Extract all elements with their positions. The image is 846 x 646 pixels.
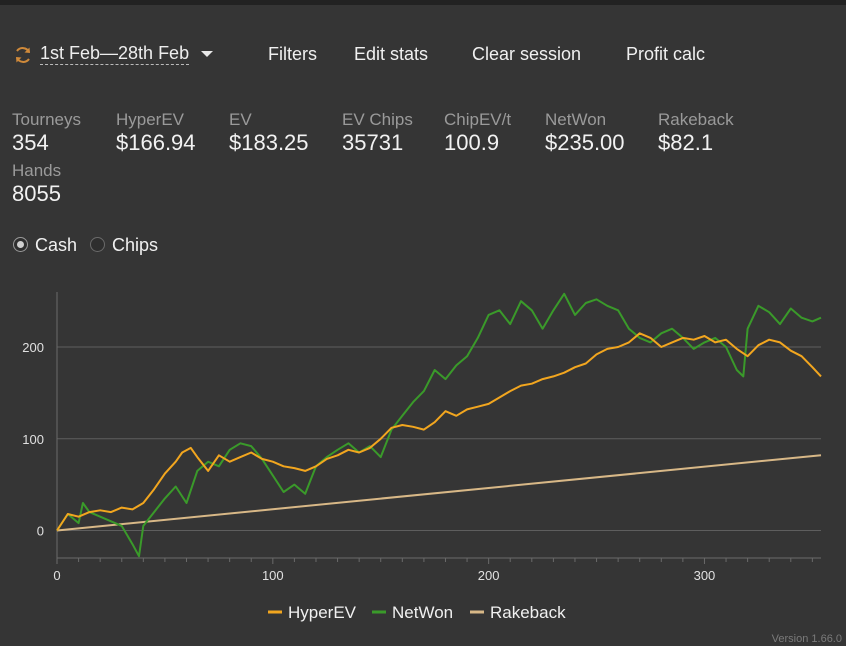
y-tick-label: 0 (37, 523, 44, 538)
stat-netwon: NetWon $235.00 (545, 110, 625, 156)
legend-label: NetWon (392, 603, 453, 622)
stat-value: 100.9 (444, 130, 500, 155)
stat-value: 35731 (342, 130, 404, 155)
stat-value: 8055 (12, 181, 61, 206)
stat-value: $82.1 (658, 130, 714, 155)
legend-label: Rakeback (490, 603, 566, 622)
stat-value: 354 (12, 130, 49, 155)
radio-label: Chips (112, 235, 159, 255)
stat-hands: Hands 8055 (12, 161, 61, 207)
stat-label: NetWon (545, 110, 607, 129)
x-tick-label: 200 (478, 568, 500, 583)
stat-ev-chips: EV Chips 35731 (342, 110, 413, 156)
stat-value: $183.25 (229, 130, 309, 155)
profit-chart: 0 100 200 0 100 200 300 HyperEV NetWon Rakeback (22, 292, 822, 622)
series-line-rakeback (56, 454, 822, 532)
radio-selected-icon[interactable] (13, 237, 28, 252)
radio-label: Cash (35, 235, 78, 255)
series-line-netwon (56, 292, 822, 558)
stat-label: EV Chips (342, 110, 413, 129)
filters-button[interactable]: Filters (268, 44, 317, 64)
legend-item-netwon[interactable]: NetWon (372, 603, 453, 622)
stat-ev: EV $183.25 (229, 110, 309, 156)
stat-value: $235.00 (545, 130, 625, 155)
x-tick-label: 0 (53, 568, 60, 583)
stat-chipev-per-tourney: ChipEV/t 100.9 (444, 110, 511, 156)
stat-label: Hands (12, 161, 62, 180)
refresh-icon[interactable] (13, 45, 33, 65)
profit-calc-button[interactable]: Profit calc (626, 44, 706, 64)
stat-tourneys: Tourneys 354 (12, 110, 81, 156)
date-range-picker[interactable]: 1st Feb—28th Feb (40, 43, 190, 65)
stat-value: $166.94 (116, 130, 196, 155)
y-tick-label: 100 (22, 432, 44, 447)
stat-label: Tourneys (12, 110, 81, 129)
stat-label: EV (229, 110, 252, 129)
stat-rakeback: Rakeback $82.1 (658, 110, 734, 156)
x-tick-label: 100 (262, 568, 284, 583)
legend-item-rakeback[interactable]: Rakeback (470, 603, 566, 622)
toolbar: 1st Feb—28th Feb Filters Edit stats Clea… (0, 38, 846, 72)
y-tick-label: 200 (22, 340, 44, 355)
clear-session-button[interactable]: Clear session (472, 44, 582, 64)
window-top-strip (0, 0, 846, 5)
chevron-down-icon[interactable] (201, 51, 213, 57)
stat-label: ChipEV/t (444, 110, 512, 129)
stat-label: Rakeback (658, 110, 734, 129)
legend-item-hyperev[interactable]: HyperEV (268, 603, 357, 622)
stat-label: HyperEV (116, 110, 185, 129)
stat-hyperev: HyperEV $166.94 (116, 110, 196, 156)
x-tick-label: 300 (694, 568, 716, 583)
series-line-hyperev (56, 332, 822, 532)
version-label: Version 1.66.0 (771, 633, 842, 645)
legend-label: HyperEV (288, 603, 357, 622)
radio-unselected-icon[interactable] (90, 237, 105, 252)
edit-stats-button[interactable]: Edit stats (354, 44, 429, 64)
